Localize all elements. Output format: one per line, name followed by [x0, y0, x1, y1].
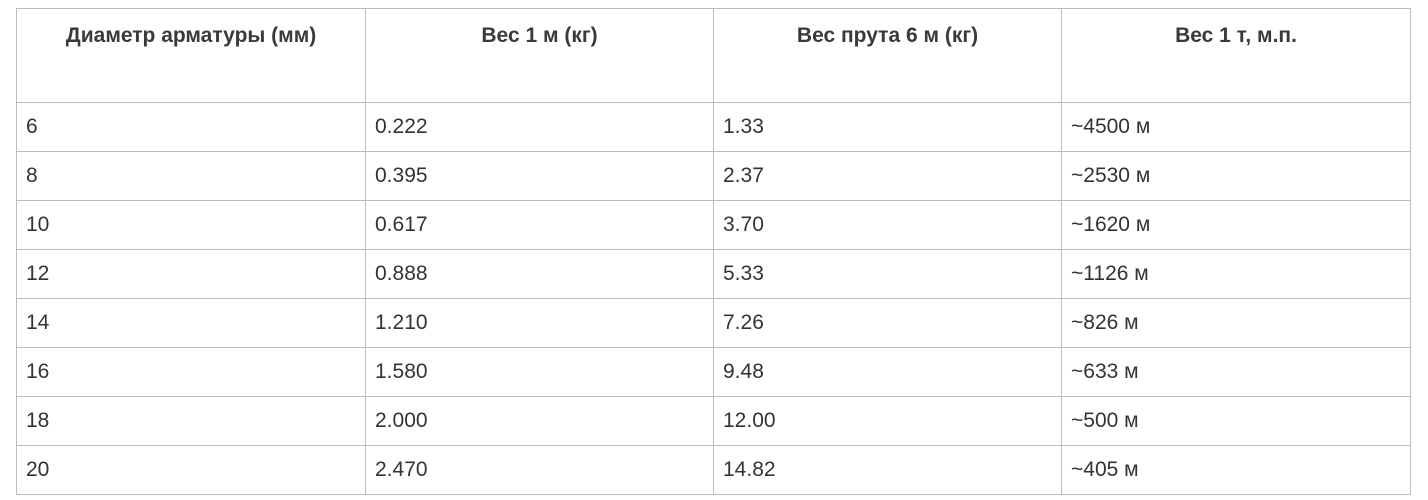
cell-weight-1m: 2.470 [365, 445, 714, 495]
cell-meters-per-ton: ~1126 м [1061, 249, 1411, 299]
cell-meters-per-ton: ~826 м [1061, 298, 1411, 348]
cell-weight-6m-bar: 2.37 [713, 151, 1062, 201]
cell-meters-per-ton: ~633 м [1061, 347, 1411, 397]
table-row: 10 0.617 3.70 ~1620 м [16, 200, 1411, 250]
cell-diameter: 20 [16, 445, 366, 495]
header-row: Диаметр арматуры (мм) Вес 1 м (кг) Вес п… [16, 8, 1411, 103]
cell-weight-6m-bar: 9.48 [713, 347, 1062, 397]
header-diameter: Диаметр арматуры (мм) [16, 8, 366, 103]
cell-diameter: 16 [16, 347, 366, 397]
rebar-weight-table: Диаметр арматуры (мм) Вес 1 м (кг) Вес п… [16, 8, 1411, 495]
cell-weight-1m: 1.580 [365, 347, 714, 397]
header-weight-1m: Вес 1 м (кг) [365, 8, 714, 103]
cell-diameter: 6 [16, 102, 366, 152]
header-meters-per-ton: Вес 1 т, м.п. [1061, 8, 1411, 103]
cell-meters-per-ton: ~405 м [1061, 445, 1411, 495]
table-row: 16 1.580 9.48 ~633 м [16, 347, 1411, 397]
cell-weight-6m-bar: 3.70 [713, 200, 1062, 250]
cell-weight-6m-bar: 7.26 [713, 298, 1062, 348]
cell-weight-1m: 2.000 [365, 396, 714, 446]
cell-diameter: 14 [16, 298, 366, 348]
cell-weight-6m-bar: 5.33 [713, 249, 1062, 299]
cell-weight-6m-bar: 14.82 [713, 445, 1062, 495]
cell-weight-1m: 1.210 [365, 298, 714, 348]
table-row: 6 0.222 1.33 ~4500 м [16, 102, 1411, 152]
table-row: 12 0.888 5.33 ~1126 м [16, 249, 1411, 299]
cell-meters-per-ton: ~4500 м [1061, 102, 1411, 152]
cell-diameter: 8 [16, 151, 366, 201]
cell-weight-1m: 0.888 [365, 249, 714, 299]
table-row: 14 1.210 7.26 ~826 м [16, 298, 1411, 348]
cell-weight-1m: 0.395 [365, 151, 714, 201]
cell-meters-per-ton: ~500 м [1061, 396, 1411, 446]
cell-meters-per-ton: ~1620 м [1061, 200, 1411, 250]
cell-diameter: 12 [16, 249, 366, 299]
cell-weight-1m: 0.617 [365, 200, 714, 250]
cell-diameter: 10 [16, 200, 366, 250]
cell-meters-per-ton: ~2530 м [1061, 151, 1411, 201]
cell-weight-6m-bar: 1.33 [713, 102, 1062, 152]
cell-weight-1m: 0.222 [365, 102, 714, 152]
cell-weight-6m-bar: 12.00 [713, 396, 1062, 446]
table-row: 20 2.470 14.82 ~405 м [16, 445, 1411, 495]
header-weight-6m-bar: Вес прута 6 м (кг) [713, 8, 1062, 103]
table-row: 8 0.395 2.37 ~2530 м [16, 151, 1411, 201]
cell-diameter: 18 [16, 396, 366, 446]
table-row: 18 2.000 12.00 ~500 м [16, 396, 1411, 446]
